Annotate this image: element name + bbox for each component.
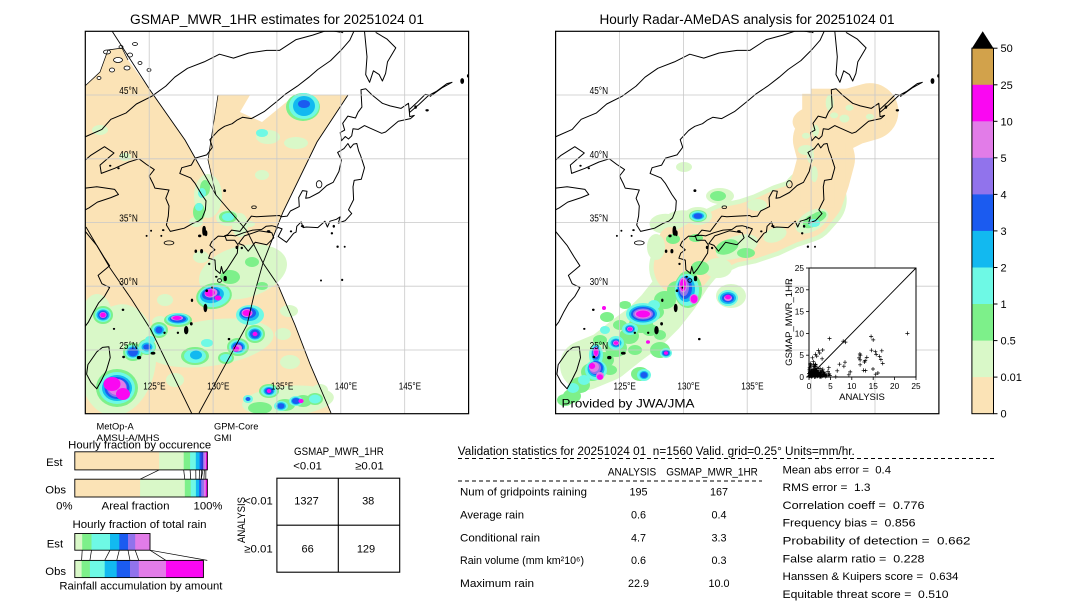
svg-text:GSMAP_MWR_1HR: GSMAP_MWR_1HR	[784, 278, 795, 366]
svg-text:25: 25	[795, 263, 805, 273]
svg-text:Average rain: Average rain	[460, 510, 524, 522]
svg-text:AMSU-A/MHS: AMSU-A/MHS	[97, 433, 160, 443]
svg-text:Obs: Obs	[45, 485, 66, 497]
svg-text:35°N: 35°N	[590, 214, 609, 225]
svg-text:10: 10	[847, 381, 857, 391]
svg-text:5: 5	[799, 350, 804, 360]
svg-text:100%: 100%	[194, 501, 223, 513]
svg-text:140°E: 140°E	[335, 382, 358, 393]
svg-text:RMS error = 1.3: RMS error = 1.3	[783, 482, 871, 494]
svg-text:25°N: 25°N	[119, 341, 138, 352]
svg-text:Probability of detection = 0.: Probability of detection = 0.662	[783, 536, 971, 548]
svg-text:GSMAP_MWR_1HR: GSMAP_MWR_1HR	[294, 446, 384, 458]
svg-text:45°N: 45°N	[119, 86, 138, 97]
svg-text:Num of gridpoints raining: Num of gridpoints raining	[460, 487, 587, 499]
svg-text:Equitable threat score = 0.51: Equitable threat score = 0.510	[783, 589, 949, 601]
svg-text:25: 25	[911, 381, 921, 391]
svg-text:≥0.01: ≥0.01	[355, 461, 384, 473]
svg-text:38: 38	[362, 495, 374, 507]
svg-text:10.0: 10.0	[708, 578, 729, 590]
svg-text:GSMAP_MWR_1HR estimates for 20: GSMAP_MWR_1HR estimates for 20251024 01	[130, 12, 424, 27]
svg-text:ANALYSIS: ANALYSIS	[236, 497, 248, 543]
svg-text:35°N: 35°N	[119, 214, 138, 225]
svg-text:GMI: GMI	[214, 433, 232, 443]
svg-text:130°E: 130°E	[207, 382, 230, 393]
svg-text:GSMAP_MWR_1HR: GSMAP_MWR_1HR	[666, 467, 758, 479]
svg-text:GPM-Core: GPM-Core	[214, 422, 258, 432]
svg-text:40°N: 40°N	[119, 150, 138, 161]
svg-text:129: 129	[357, 543, 375, 555]
svg-text:Obs: Obs	[45, 566, 66, 578]
svg-text:20: 20	[795, 285, 805, 295]
svg-text:<0.01: <0.01	[244, 495, 273, 507]
svg-text:10: 10	[1001, 116, 1013, 128]
svg-text:66: 66	[301, 543, 313, 555]
svg-text:5: 5	[1001, 153, 1007, 165]
svg-text:135°E: 135°E	[271, 382, 294, 393]
svg-text:25: 25	[1001, 80, 1013, 92]
svg-text:145°E: 145°E	[399, 382, 422, 393]
svg-text:15: 15	[795, 307, 805, 317]
svg-text:1327: 1327	[294, 495, 318, 507]
svg-text:Maximum rain: Maximum rain	[460, 578, 534, 590]
svg-text:4.7: 4.7	[631, 533, 646, 545]
svg-text:4: 4	[1001, 189, 1007, 201]
svg-text:0.3: 0.3	[711, 555, 726, 567]
svg-text:Mean abs error = 0.4: Mean abs error = 0.4	[783, 464, 892, 476]
svg-text:195: 195	[629, 487, 647, 499]
svg-text:Rainfall accumulation by amoun: Rainfall accumulation by amount	[59, 580, 223, 592]
svg-text:0: 0	[799, 372, 804, 382]
svg-text:0.6: 0.6	[631, 510, 646, 522]
svg-text:ANALYSIS: ANALYSIS	[839, 392, 885, 403]
svg-text:Hourly fraction by occurence: Hourly fraction by occurence	[68, 439, 211, 451]
svg-text:Provided by JWA/JMA: Provided by JWA/JMA	[562, 397, 695, 411]
svg-text:30°N: 30°N	[119, 277, 138, 288]
svg-text:45°N: 45°N	[590, 86, 609, 97]
svg-text:0%: 0%	[56, 501, 72, 513]
svg-text:ANALYSIS: ANALYSIS	[608, 467, 656, 479]
svg-text:125°E: 125°E	[614, 382, 637, 393]
svg-text:0.5: 0.5	[1001, 336, 1016, 348]
svg-text:Correlation coeff = 0.776: Correlation coeff = 0.776	[783, 500, 925, 512]
svg-text:0.01: 0.01	[1001, 372, 1022, 384]
svg-text:Validation statistics for 2025: Validation statistics for 20251024 01 n=…	[458, 446, 855, 458]
svg-text:Hourly fraction of total rain: Hourly fraction of total rain	[73, 519, 207, 531]
svg-text:Est: Est	[47, 539, 64, 551]
svg-text:20: 20	[890, 381, 900, 391]
svg-text:3.3: 3.3	[711, 533, 726, 545]
svg-text:Conditional rain: Conditional rain	[460, 533, 540, 545]
svg-text:130°E: 130°E	[677, 382, 700, 393]
svg-text:0: 0	[807, 381, 812, 391]
svg-text:30°N: 30°N	[590, 277, 609, 288]
svg-text:False alarm ratio = 0.228: False alarm ratio = 0.228	[783, 553, 925, 565]
svg-text:50: 50	[1001, 43, 1013, 55]
svg-text:22.9: 22.9	[628, 578, 649, 590]
svg-text:≥0.01: ≥0.01	[244, 543, 273, 555]
svg-text:135°E: 135°E	[741, 382, 764, 393]
svg-text:MetOp-A: MetOp-A	[97, 422, 135, 432]
svg-text:0.6: 0.6	[631, 555, 646, 567]
svg-text:Frequency bias = 0.856: Frequency bias = 0.856	[783, 518, 916, 530]
svg-text:0.4: 0.4	[711, 510, 726, 522]
svg-text:3: 3	[1001, 226, 1007, 238]
svg-text:125°E: 125°E	[143, 382, 166, 393]
svg-text:Rain volume (mm km²10⁶): Rain volume (mm km²10⁶)	[460, 555, 584, 567]
svg-text:1: 1	[1001, 299, 1007, 311]
svg-text:167: 167	[710, 487, 728, 499]
svg-text:10: 10	[795, 328, 805, 338]
svg-text:Areal fraction: Areal fraction	[102, 501, 170, 513]
svg-text:Hourly Radar-AMeDAS analysis f: Hourly Radar-AMeDAS analysis for 2025102…	[600, 12, 895, 27]
svg-text:2: 2	[1001, 263, 1007, 275]
svg-text:15: 15	[869, 381, 879, 391]
svg-text:0: 0	[1001, 409, 1007, 421]
svg-text:<0.01: <0.01	[293, 461, 322, 473]
svg-text:25°N: 25°N	[590, 341, 609, 352]
svg-text:5: 5	[828, 381, 833, 391]
svg-text:Est: Est	[46, 457, 63, 469]
svg-text:Hanssen & Kuipers score = 0.6: Hanssen & Kuipers score = 0.634	[783, 571, 959, 583]
svg-text:40°N: 40°N	[590, 150, 609, 161]
